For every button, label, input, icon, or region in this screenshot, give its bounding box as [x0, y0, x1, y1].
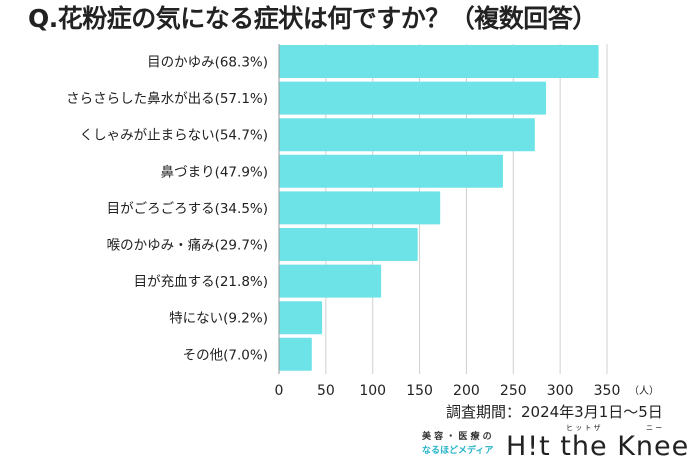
logo-tagline-2: なるほどメディア: [422, 446, 494, 456]
x-tick-label: 100: [359, 383, 386, 399]
x-tick-label: 300: [547, 383, 574, 399]
brand-logo: 美 容 ・ 医 療 の なるほどメディア ヒ ッ ト ザ ニ ー H!t the…: [420, 424, 700, 461]
bar: [279, 45, 599, 78]
bar: [279, 228, 418, 261]
chart-title: Q.花粉症の気になる症状は何ですか？（複数回答）: [28, 4, 597, 33]
bar: [279, 264, 382, 298]
bar: [279, 81, 547, 115]
x-tick-label: 150: [406, 383, 433, 399]
category-label: 喉のかゆみ・痛み(29.7%): [107, 237, 268, 254]
category-label: くしゃみが止まらない(54.7%): [80, 128, 268, 144]
logo-name: H!t the Knee: [506, 431, 690, 461]
category-label: さらさらした鼻水が出る(57.1%): [66, 90, 268, 107]
logo-ruby-1: ヒ ッ ト ザ: [566, 424, 601, 432]
bar: [279, 191, 441, 225]
category-label: 目がごろごろする(34.5%): [107, 201, 268, 217]
bar: [279, 118, 535, 152]
category-label: 特にない(9.2%): [169, 311, 268, 327]
bar: [279, 301, 323, 335]
x-unit-label: （人）: [629, 385, 659, 397]
category-label: 目が充血する(21.8%): [134, 274, 268, 290]
x-tick-label: 350: [594, 383, 621, 399]
x-tick-label: 50: [317, 383, 335, 399]
x-tick-label: 200: [453, 383, 480, 399]
x-tick-label: 0: [275, 383, 284, 399]
x-tick-label: 250: [500, 383, 527, 399]
survey-period: 調査期間：2024年3月1日〜5日: [446, 403, 663, 421]
bar: [279, 337, 312, 371]
logo-ruby-2: ニ ー: [646, 424, 663, 432]
logo-tagline-1: 美 容 ・ 医 療 の: [422, 432, 492, 442]
bar: [279, 154, 503, 188]
category-label: 鼻づまり(47.9%): [161, 163, 268, 180]
category-label: その他(7.0%): [183, 347, 268, 363]
category-label: 目のかゆみ(68.3%): [147, 55, 268, 71]
